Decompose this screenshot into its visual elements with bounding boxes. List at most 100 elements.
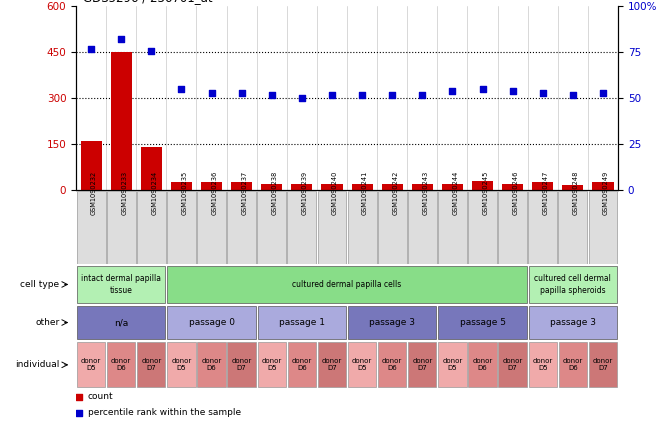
Text: donor
D6: donor D6 — [292, 358, 312, 371]
FancyBboxPatch shape — [378, 343, 407, 387]
Bar — [381, 184, 403, 190]
Text: n/a: n/a — [114, 318, 128, 327]
Text: donor
D6: donor D6 — [473, 358, 492, 371]
FancyBboxPatch shape — [167, 343, 196, 387]
FancyBboxPatch shape — [77, 306, 165, 339]
Text: other: other — [36, 318, 59, 327]
FancyBboxPatch shape — [529, 306, 617, 339]
Text: GSM1090239: GSM1090239 — [302, 170, 308, 214]
Text: donor
D6: donor D6 — [563, 358, 583, 371]
Text: passage 3: passage 3 — [550, 318, 596, 327]
Bar — [563, 185, 584, 190]
Bar — [592, 182, 613, 190]
Bar — [442, 184, 463, 190]
Text: GSM1090242: GSM1090242 — [392, 170, 398, 215]
Text: GDS5296 / 236701_at: GDS5296 / 236701_at — [83, 0, 212, 4]
Text: GSM1090246: GSM1090246 — [513, 170, 519, 215]
FancyBboxPatch shape — [589, 343, 617, 387]
Bar — [231, 182, 253, 190]
FancyBboxPatch shape — [468, 191, 497, 264]
Text: passage 1: passage 1 — [279, 318, 325, 327]
Bar — [141, 148, 162, 190]
FancyBboxPatch shape — [408, 343, 436, 387]
FancyBboxPatch shape — [438, 306, 527, 339]
Text: donor
D7: donor D7 — [502, 358, 523, 371]
FancyBboxPatch shape — [77, 266, 165, 303]
Text: GSM1090245: GSM1090245 — [483, 170, 488, 215]
Text: percentile rank within the sample: percentile rank within the sample — [88, 408, 241, 418]
Bar — [261, 184, 282, 190]
FancyBboxPatch shape — [469, 343, 496, 387]
Text: donor
D5: donor D5 — [171, 358, 192, 371]
Text: count: count — [88, 392, 114, 401]
FancyBboxPatch shape — [408, 191, 437, 264]
Point — [206, 89, 217, 96]
Bar — [352, 184, 373, 190]
FancyBboxPatch shape — [438, 191, 467, 264]
Point — [116, 36, 126, 43]
Text: GSM1090237: GSM1090237 — [242, 170, 248, 215]
Text: GSM1090249: GSM1090249 — [603, 170, 609, 215]
Text: GSM1090236: GSM1090236 — [212, 170, 217, 215]
Point — [387, 91, 397, 98]
Text: GSM1090234: GSM1090234 — [151, 170, 157, 215]
Text: cultured dermal papilla cells: cultured dermal papilla cells — [292, 280, 402, 289]
FancyBboxPatch shape — [348, 191, 377, 264]
FancyBboxPatch shape — [559, 191, 588, 264]
Text: donor
D7: donor D7 — [141, 358, 161, 371]
Text: donor
D6: donor D6 — [382, 358, 403, 371]
Point — [508, 88, 518, 94]
Text: passage 5: passage 5 — [459, 318, 506, 327]
Point — [297, 95, 307, 102]
FancyBboxPatch shape — [137, 343, 165, 387]
Text: GSM1090238: GSM1090238 — [272, 170, 278, 215]
Bar — [472, 181, 493, 190]
Text: GSM1090243: GSM1090243 — [422, 170, 428, 215]
Point — [417, 91, 428, 98]
Point — [146, 47, 157, 54]
Text: donor
D6: donor D6 — [202, 358, 221, 371]
Point — [176, 86, 186, 93]
Text: passage 0: passage 0 — [188, 318, 235, 327]
Text: GSM1090233: GSM1090233 — [121, 170, 127, 214]
Point — [86, 45, 97, 52]
Text: GSM1090244: GSM1090244 — [452, 170, 459, 215]
Text: GSM1090232: GSM1090232 — [91, 170, 97, 215]
Text: donor
D7: donor D7 — [322, 358, 342, 371]
FancyBboxPatch shape — [498, 191, 527, 264]
Point — [598, 89, 608, 96]
Text: cultured cell dermal
papilla spheroids: cultured cell dermal papilla spheroids — [535, 275, 611, 294]
FancyBboxPatch shape — [167, 191, 196, 264]
FancyBboxPatch shape — [348, 306, 436, 339]
FancyBboxPatch shape — [167, 266, 527, 303]
Bar — [171, 182, 192, 190]
Text: GSM1090235: GSM1090235 — [181, 170, 188, 215]
Point — [366, 199, 377, 206]
FancyBboxPatch shape — [258, 306, 346, 339]
Point — [366, 347, 377, 354]
FancyBboxPatch shape — [167, 306, 256, 339]
Text: GSM1090240: GSM1090240 — [332, 170, 338, 215]
Text: intact dermal papilla
tissue: intact dermal papilla tissue — [81, 275, 161, 294]
FancyBboxPatch shape — [588, 191, 617, 264]
Bar — [502, 184, 524, 190]
FancyBboxPatch shape — [529, 266, 617, 303]
Point — [327, 91, 337, 98]
Point — [447, 88, 457, 94]
Text: donor
D5: donor D5 — [533, 358, 553, 371]
Text: cell type: cell type — [20, 280, 59, 289]
FancyBboxPatch shape — [377, 191, 407, 264]
FancyBboxPatch shape — [288, 343, 316, 387]
Text: donor
D5: donor D5 — [352, 358, 372, 371]
Bar — [532, 182, 553, 190]
FancyBboxPatch shape — [529, 343, 557, 387]
Text: GSM1090247: GSM1090247 — [543, 170, 549, 215]
Point — [477, 86, 488, 93]
FancyBboxPatch shape — [107, 343, 136, 387]
FancyBboxPatch shape — [227, 191, 256, 264]
FancyBboxPatch shape — [288, 191, 317, 264]
Text: donor
D7: donor D7 — [412, 358, 432, 371]
Text: donor
D7: donor D7 — [231, 358, 252, 371]
Text: passage 3: passage 3 — [369, 318, 415, 327]
Text: donor
D5: donor D5 — [81, 358, 101, 371]
